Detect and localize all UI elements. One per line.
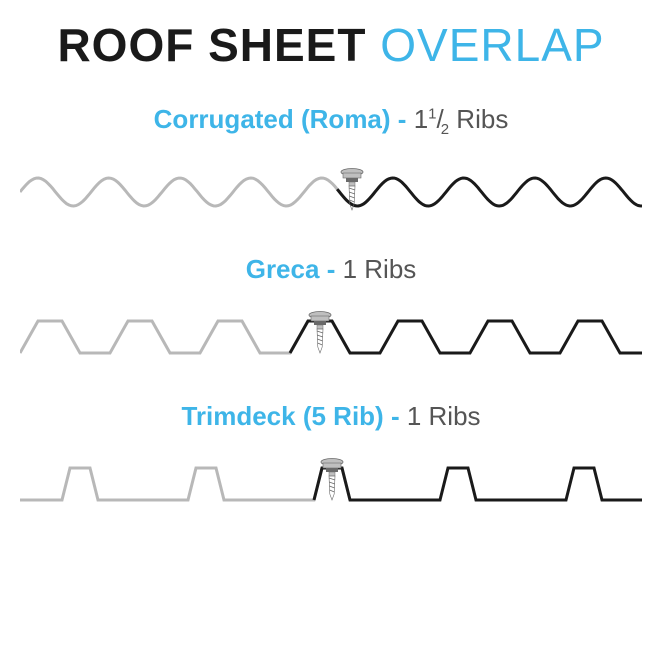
dash: - — [398, 104, 414, 134]
profile-name: Trimdeck (5 Rib) — [181, 401, 383, 431]
profile-diagram-trimdeck — [20, 446, 642, 526]
screw-icon — [309, 312, 331, 354]
profile-section-corrugated: Corrugated (Roma) - 11/2 Ribs — [20, 104, 642, 232]
main-title: ROOF SHEET OVERLAP — [20, 18, 642, 72]
profile-name: Corrugated (Roma) — [154, 104, 391, 134]
profile-label: Corrugated (Roma) - 11/2 Ribs — [20, 104, 642, 138]
title-part1: ROOF SHEET — [57, 19, 366, 71]
profile-section-greca: Greca - 1 Ribs — [20, 254, 642, 379]
ribs-value: 11/2 Ribs — [414, 104, 509, 134]
dash: - — [327, 254, 343, 284]
screw-icon — [321, 459, 343, 501]
profile-section-trimdeck: Trimdeck (5 Rib) - 1 Ribs — [20, 401, 642, 526]
ribs-value: 1 Ribs — [343, 254, 417, 284]
title-part2: OVERLAP — [380, 19, 604, 71]
dash: - — [391, 401, 407, 431]
profile-diagram-greca — [20, 299, 642, 379]
profile-name: Greca — [246, 254, 320, 284]
profile-label: Trimdeck (5 Rib) - 1 Ribs — [20, 401, 642, 432]
ribs-value: 1 Ribs — [407, 401, 481, 431]
profile-label: Greca - 1 Ribs — [20, 254, 642, 285]
profile-diagram-corrugated — [20, 152, 642, 232]
